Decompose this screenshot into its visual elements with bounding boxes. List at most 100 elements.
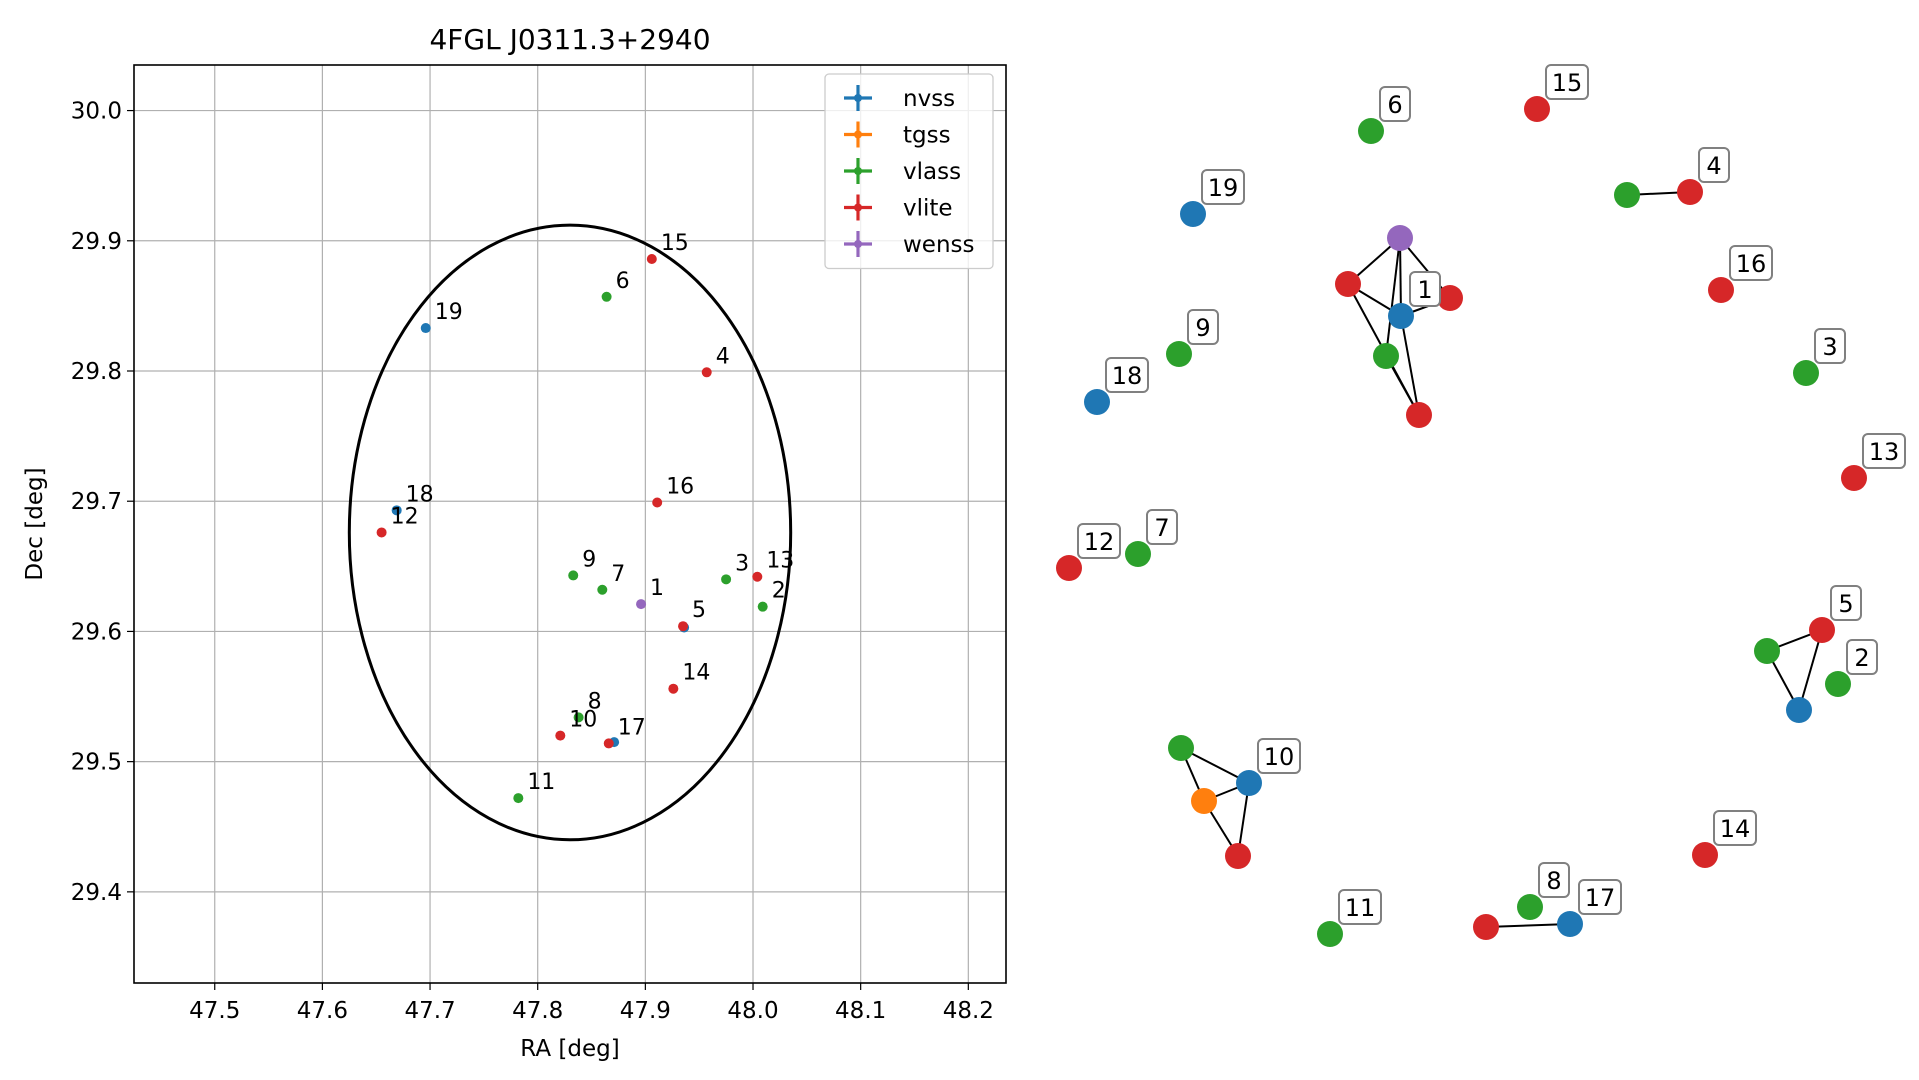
network-node-label: 19 xyxy=(1201,169,1245,205)
node-label-text: 7 xyxy=(1154,514,1169,542)
y-tick-label: 29.5 xyxy=(71,750,122,776)
network-node-label: 10 xyxy=(1257,738,1301,774)
network-node xyxy=(1406,402,1432,428)
node-label-text: 8 xyxy=(1546,867,1561,895)
network-node xyxy=(1335,271,1361,297)
network-node xyxy=(1437,285,1463,311)
data-point-vlass xyxy=(568,570,579,581)
node-label-box xyxy=(1257,738,1301,774)
node-label-box xyxy=(1729,245,1773,281)
network-node xyxy=(1388,303,1414,329)
data-point-nvss xyxy=(420,323,431,334)
x-tick-label: 47.5 xyxy=(189,998,240,1024)
y-axis-label: Dec [deg] xyxy=(22,467,48,580)
y-tick-label: 29.9 xyxy=(71,229,122,255)
network-edge xyxy=(1798,629,1823,711)
data-point-vlite xyxy=(701,367,712,378)
network-node xyxy=(1825,671,1851,697)
point-label: 13 xyxy=(766,549,794,574)
x-tick-label: 47.8 xyxy=(512,998,563,1024)
legend-item-wenss: wenss xyxy=(844,231,975,258)
node-label-box xyxy=(1830,585,1862,621)
node-label-box xyxy=(1545,64,1589,100)
legend-item-vlite: vlite xyxy=(844,194,953,222)
node-label-text: 6 xyxy=(1387,91,1402,119)
network-node xyxy=(1358,118,1384,144)
node-label-text: 13 xyxy=(1869,438,1900,466)
node-label-text: 4 xyxy=(1706,152,1721,180)
node-label-text: 3 xyxy=(1822,333,1837,361)
legend-item-tgss: tgss xyxy=(844,121,951,149)
node-label-text: 10 xyxy=(1264,743,1295,771)
x-tick-label: 47.7 xyxy=(404,998,455,1024)
data-points xyxy=(376,254,768,804)
node-label-box xyxy=(1201,169,1245,205)
node-label-box xyxy=(1338,889,1382,925)
y-tick-label: 29.7 xyxy=(71,489,122,515)
node-label-text: 11 xyxy=(1345,894,1376,922)
network-node-label: 13 xyxy=(1862,433,1906,469)
node-label-box xyxy=(1578,879,1622,915)
uncertainty-ellipse xyxy=(347,223,793,842)
node-label-text: 5 xyxy=(1838,590,1853,618)
node-label-text: 9 xyxy=(1195,314,1210,342)
network-node xyxy=(1473,914,1499,940)
network-edge xyxy=(1400,315,1420,416)
data-point-vlass xyxy=(513,793,524,804)
data-point-vlass xyxy=(721,574,732,585)
node-label-box xyxy=(1146,509,1178,545)
legend-label: vlass xyxy=(903,159,961,185)
node-label-text: 19 xyxy=(1208,174,1239,202)
network-node-label: 7 xyxy=(1146,509,1178,545)
network-node-label: 17 xyxy=(1578,879,1622,915)
network-node xyxy=(1125,541,1151,567)
network-nodes xyxy=(1056,96,1867,947)
axis-ticks: 47.5 47.6 47.7 47.8 47.9 48.0 48.1 48.2 29.4 29.5… xyxy=(71,99,994,1024)
legend-item-nvss: nvss xyxy=(844,85,955,112)
network-node xyxy=(1225,843,1251,869)
point-label: 3 xyxy=(735,551,749,576)
x-axis-label: RA [deg] xyxy=(520,1036,619,1062)
network-node xyxy=(1754,638,1780,664)
network-node-label: 1 xyxy=(1409,271,1441,307)
point-label: 14 xyxy=(682,661,710,686)
legend-marker-dot xyxy=(854,94,862,102)
network-node xyxy=(1168,735,1194,761)
network-node xyxy=(1517,894,1543,920)
network-node xyxy=(1056,555,1082,581)
network-node xyxy=(1614,182,1640,208)
data-point-vlass xyxy=(601,291,612,302)
network-node-label: 2 xyxy=(1846,639,1878,675)
legend-label: tgss xyxy=(903,123,951,149)
node-label-box xyxy=(1862,433,1906,469)
ellipse-outline xyxy=(347,223,793,842)
network-node xyxy=(1191,788,1217,814)
point-label: 12 xyxy=(391,504,419,529)
network-node-label: 11 xyxy=(1338,889,1382,925)
data-point-vlite xyxy=(752,571,763,582)
data-point-vlite xyxy=(603,738,614,749)
node-label-box xyxy=(1814,328,1846,364)
legend-marker-dot xyxy=(854,167,862,175)
network-node xyxy=(1786,697,1812,723)
y-tick-label: 29.6 xyxy=(71,619,122,645)
node-label-text: 14 xyxy=(1720,815,1751,843)
network-node-label: 14 xyxy=(1713,810,1757,846)
node-label-box xyxy=(1105,357,1149,393)
point-label: 8 xyxy=(588,689,602,714)
data-point-vlite xyxy=(646,254,657,265)
node-label-text: 16 xyxy=(1736,250,1767,278)
legend-label: nvss xyxy=(903,86,955,112)
network-node-label: 6 xyxy=(1379,86,1411,122)
legend: nvss tgss vlass vlite wenss xyxy=(824,73,994,270)
data-point-vlite xyxy=(376,527,387,538)
network-edge xyxy=(1485,923,1571,928)
node-label-box xyxy=(1409,271,1441,307)
x-tick-label: 47.6 xyxy=(297,998,348,1024)
point-label: 6 xyxy=(616,269,630,294)
sky-position-scatter-plot: 4FGL J0311.3+2940 19 18 6 97 32 8 11 15 4 16 12 13 5… xyxy=(22,23,1007,1062)
node-label-text: 18 xyxy=(1112,362,1143,390)
point-label: 16 xyxy=(666,475,694,500)
